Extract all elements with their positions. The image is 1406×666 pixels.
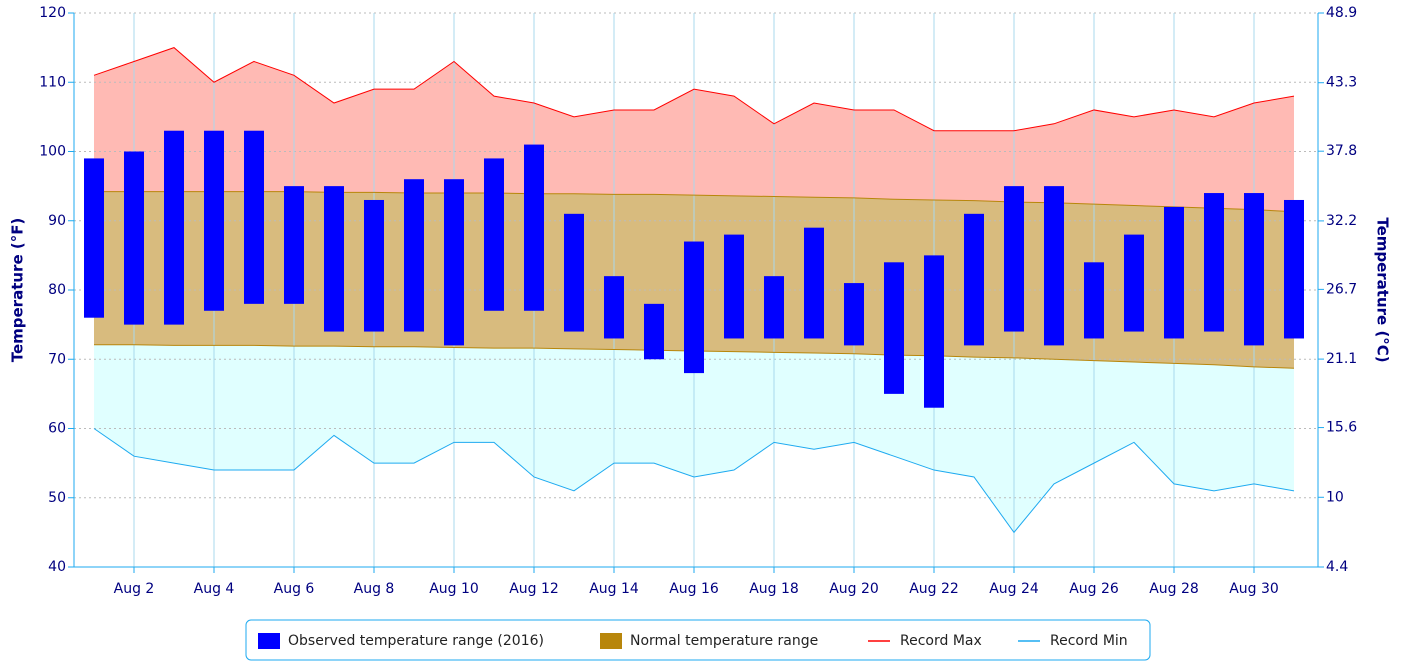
observed-bar <box>724 234 744 339</box>
observed-bar <box>164 130 184 325</box>
y2-tick-label: 21.1 <box>1326 351 1357 367</box>
y-tick-label: 50 <box>48 490 66 506</box>
observed-bar <box>284 186 304 304</box>
observed-bar <box>804 227 824 339</box>
observed-bar <box>244 130 264 304</box>
legend-swatch <box>258 633 280 649</box>
observed-bar <box>1244 193 1264 346</box>
legend-label: Normal temperature range <box>630 633 818 649</box>
y-tick-label: 90 <box>48 213 66 229</box>
x-tick-label: Aug 18 <box>749 581 799 597</box>
y2-tick-label: 4.4 <box>1326 559 1348 575</box>
observed-bar <box>564 213 584 332</box>
x-tick-label: Aug 8 <box>354 581 395 597</box>
y-tick-label: 120 <box>39 5 66 21</box>
y2-tick-label: 10 <box>1326 489 1344 505</box>
observed-bar <box>604 276 624 339</box>
observed-bar <box>884 262 904 394</box>
y2-tick-label: 15.6 <box>1326 420 1357 436</box>
y-tick-label: 80 <box>48 282 66 298</box>
observed-bar <box>844 283 864 346</box>
x-tick-label: Aug 10 <box>429 581 479 597</box>
x-tick-label: Aug 24 <box>989 581 1039 597</box>
y2-tick-label: 32.2 <box>1326 213 1357 229</box>
observed-bar <box>1004 186 1024 332</box>
y-tick-label: 60 <box>48 421 66 437</box>
y-tick-label: 100 <box>39 144 66 160</box>
observed-bar <box>1044 186 1064 346</box>
legend-box <box>245 619 1151 661</box>
observed-bar <box>924 255 944 408</box>
observed-bar <box>324 186 344 332</box>
legend-label: Record Max <box>900 633 982 649</box>
legend-label: Observed temperature range (2016) <box>288 633 544 649</box>
x-tick-label: Aug 2 <box>114 581 155 597</box>
x-tick-label: Aug 16 <box>669 581 719 597</box>
y2-tick-label: 26.7 <box>1326 281 1357 297</box>
x-tick-label: Aug 28 <box>1149 581 1199 597</box>
x-tick-label: Aug 20 <box>829 581 879 597</box>
observed-bar <box>1204 193 1224 332</box>
observed-bar <box>1164 206 1184 339</box>
x-tick-label: Aug 14 <box>589 581 639 597</box>
observed-bar <box>1124 234 1144 332</box>
legend-label: Record Min <box>1050 633 1128 649</box>
x-tick-label: Aug 22 <box>909 581 959 597</box>
observed-bar <box>404 179 424 332</box>
observed-bar <box>1084 262 1104 339</box>
y2-axis-title: Temperature (°C) <box>1374 217 1392 362</box>
y-tick-label: 110 <box>39 74 66 90</box>
observed-bar <box>204 130 224 311</box>
observed-bar <box>1284 199 1304 339</box>
y-axis-title: Temperature (°F) <box>9 218 27 363</box>
observed-bar <box>684 241 704 374</box>
observed-bar <box>124 151 144 325</box>
x-tick-label: Aug 4 <box>194 581 235 597</box>
x-tick-label: Aug 6 <box>274 581 315 597</box>
observed-bar <box>364 199 384 332</box>
y2-tick-label: 43.3 <box>1326 75 1357 91</box>
record-max-line <box>93 47 1295 132</box>
x-tick-label: Aug 12 <box>509 581 559 597</box>
observed-bar <box>964 213 984 346</box>
observed-bar <box>484 158 504 311</box>
y2-tick-label: 37.8 <box>1326 143 1357 159</box>
observed-bar <box>444 179 464 346</box>
y-tick-label: 70 <box>48 351 66 367</box>
y-tick-label: 40 <box>48 559 66 575</box>
record-min-line <box>93 428 1295 534</box>
x-tick-label: Aug 30 <box>1229 581 1279 597</box>
observed-bar <box>764 276 784 339</box>
legend-swatch <box>600 633 622 649</box>
observed-bar <box>524 144 544 311</box>
observed-bar <box>644 303 664 360</box>
observed-bar <box>84 158 104 318</box>
y2-tick-label: 48.9 <box>1326 5 1357 21</box>
x-tick-label: Aug 26 <box>1069 581 1119 597</box>
